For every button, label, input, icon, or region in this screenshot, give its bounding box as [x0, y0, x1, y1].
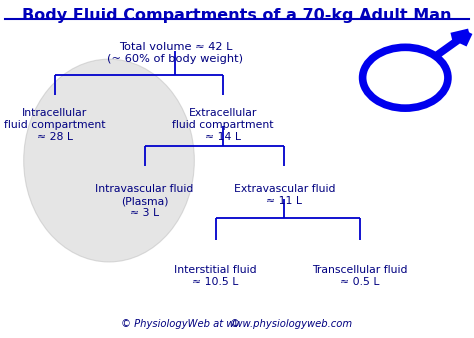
Text: Transcellular fluid
≈ 0.5 L: Transcellular fluid ≈ 0.5 L [312, 265, 408, 287]
Text: © PhysiologyWeb at www.physiologyweb.com: © PhysiologyWeb at www.physiologyweb.com [121, 318, 353, 329]
Text: Total volume ≈ 42 L
(~ 60% of body weight): Total volume ≈ 42 L (~ 60% of body weigh… [108, 42, 243, 64]
Ellipse shape [24, 59, 194, 262]
Text: Intracellular
fluid compartment
≈ 28 L: Intracellular fluid compartment ≈ 28 L [4, 108, 105, 142]
Text: ©: © [230, 318, 244, 329]
Text: Body Fluid Compartments of a 70-kg Adult Man: Body Fluid Compartments of a 70-kg Adult… [22, 8, 452, 23]
Text: Intravascular fluid
(Plasma)
≈ 3 L: Intravascular fluid (Plasma) ≈ 3 L [95, 184, 194, 218]
Text: Extravascular fluid
≈ 11 L: Extravascular fluid ≈ 11 L [234, 184, 335, 206]
Text: Extracellular
fluid compartment
≈ 14 L: Extracellular fluid compartment ≈ 14 L [172, 108, 273, 142]
Text: Interstitial fluid
≈ 10.5 L: Interstitial fluid ≈ 10.5 L [174, 265, 257, 287]
